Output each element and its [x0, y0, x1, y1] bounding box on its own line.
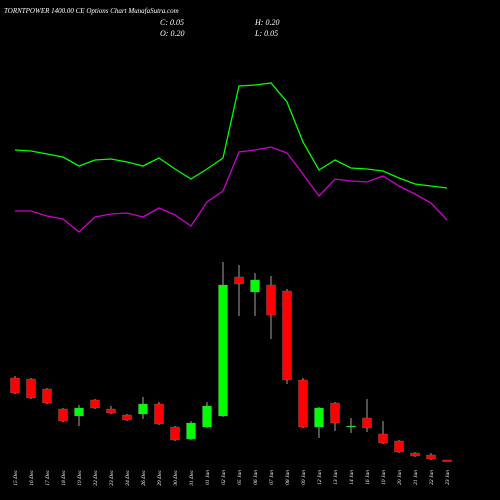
x-tick-label: 17 Dec	[45, 469, 51, 485]
candle-body	[106, 408, 116, 414]
x-tick-label: 14 Jan	[348, 470, 355, 485]
candle-body	[298, 379, 308, 428]
x-tick-label: 06 Jan	[253, 470, 259, 485]
x-tick-label: 22 Dec	[93, 469, 99, 485]
candle-body	[10, 377, 20, 394]
x-tick-label: 19 Jan	[381, 470, 387, 485]
candle-body	[250, 279, 260, 293]
candle-body	[122, 414, 132, 421]
candle-body	[426, 454, 436, 460]
candle-body	[410, 452, 420, 457]
x-tick-label: 22 Jan	[429, 470, 435, 485]
candle-body	[442, 459, 452, 462]
candle-body	[74, 407, 84, 417]
x-tick-label: 20 Jan	[397, 470, 403, 485]
x-tick-label: 31 Dec	[189, 469, 195, 486]
x-tick-label: 12 Jan	[317, 470, 323, 485]
x-tick-label: 07 Jan	[269, 470, 275, 485]
candle-body	[218, 284, 228, 417]
candle-body	[90, 399, 100, 409]
candle-body	[154, 403, 164, 425]
chart-title: TORNTPOWER 1400.00 CE Options Chart Muna…	[4, 7, 179, 15]
candle-body	[234, 276, 244, 285]
x-tick-label: 09 Jan	[301, 470, 307, 485]
candle-body	[378, 433, 388, 444]
x-tick-label: 29 Dec	[157, 469, 163, 485]
candle-body	[362, 417, 372, 429]
candle-body	[346, 425, 356, 428]
candle-body	[282, 290, 292, 381]
indicator-line	[14, 82, 448, 189]
x-tick-label: 30 Dec	[173, 469, 179, 486]
x-tick-label: 08 Jan	[285, 470, 291, 485]
close-label: C: 0.05	[160, 18, 184, 27]
candle-body	[394, 440, 404, 453]
x-tick-label: 19 Dec	[77, 469, 83, 485]
candle-body	[58, 408, 68, 422]
x-tick-label: 01 Jan	[205, 470, 211, 485]
candle-body	[138, 403, 148, 415]
candle-body	[330, 402, 340, 424]
x-tick-label: 05 Jan	[237, 470, 243, 485]
candle-body	[186, 422, 196, 440]
candle-body	[42, 388, 52, 404]
x-tick-label: 15 Dec	[13, 469, 19, 485]
indicator-line	[15, 146, 448, 233]
high-label: H: 0.20	[254, 18, 279, 27]
low-label: L: 0.05	[254, 29, 278, 38]
open-label: O: 0.20	[160, 29, 184, 38]
candle-body	[26, 378, 36, 399]
candle-body	[314, 407, 324, 428]
candle-body	[170, 426, 180, 441]
x-tick-label: 21 Jan	[413, 470, 419, 485]
x-tick-label: 13 Jan	[333, 470, 339, 485]
x-tick-label: 23 Dec	[109, 469, 115, 485]
x-tick-label: 02 Jan	[221, 470, 227, 485]
x-tick-label: 26 Dec	[141, 469, 147, 485]
x-tick-label: 24 Dec	[124, 469, 131, 485]
x-tick-label: 16 Jan	[365, 470, 371, 485]
candle-body	[266, 284, 276, 316]
x-tick-label: 16 Dec	[29, 469, 35, 485]
x-tick-label: 18 Dec	[61, 469, 67, 485]
candle-body	[202, 405, 212, 428]
x-tick-label: 23 Jan	[445, 470, 451, 485]
